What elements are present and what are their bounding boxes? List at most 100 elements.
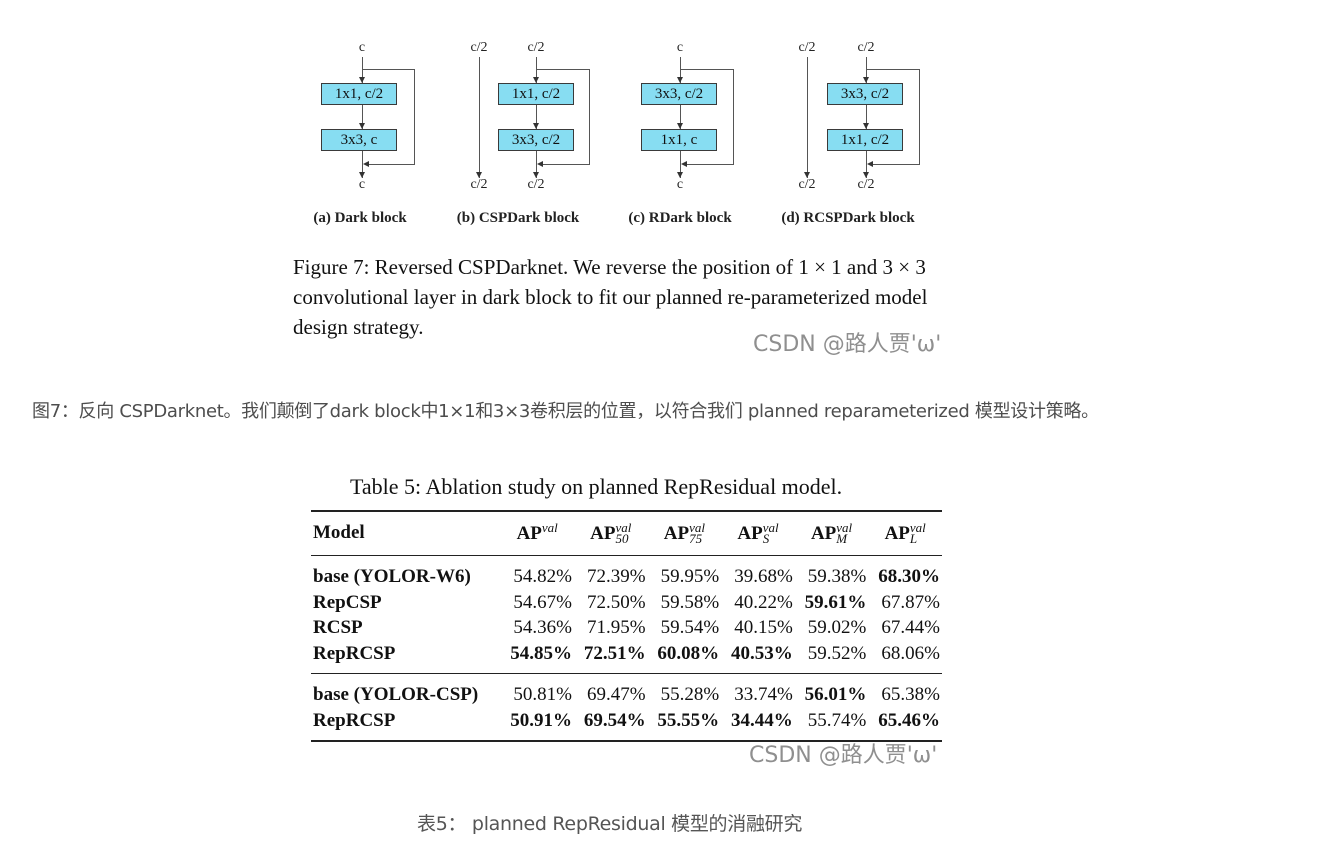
residual-line	[872, 164, 920, 165]
main-path-line	[680, 105, 681, 130]
ap-cell: 50.81%	[513, 684, 572, 706]
bypass-line	[807, 57, 808, 178]
input-label: c/2	[527, 40, 545, 55]
main-path-line	[362, 151, 363, 178]
apl-cell: 67.44%	[881, 617, 940, 639]
main-path-line	[866, 151, 867, 178]
residual-line	[680, 69, 734, 70]
ap75-cell: 55.28%	[660, 684, 720, 706]
table-row: base (YOLOR-CSP) 50.81% 69.47% 55.28% 33…	[311, 673, 942, 708]
ap50-cell: 72.51%	[583, 642, 646, 664]
block-caption: (c) RDark block	[628, 210, 732, 226]
apm-cell: 55.74%	[807, 709, 867, 731]
block-caption: (a) Dark block	[313, 210, 407, 226]
apl-cell: 68.30%	[878, 566, 940, 588]
figure-7-caption: Figure 7: Reversed CSPDarknet. We revers…	[293, 255, 928, 339]
model-cell: RCSP	[313, 617, 363, 639]
residual-line	[866, 69, 920, 70]
model-cell: RepRCSP	[313, 709, 396, 731]
ap50-cell: 71.95%	[587, 617, 646, 639]
ap50-cell: 69.47%	[587, 684, 646, 706]
main-path-line	[362, 105, 363, 130]
apm-cell: 59.52%	[807, 642, 867, 664]
main-path-line	[680, 151, 681, 178]
arrow-down-icon	[359, 77, 365, 83]
ap75-cell: 60.08%	[657, 642, 720, 664]
ap75-cell: 59.54%	[660, 617, 720, 639]
table-row: RCSP 54.36% 71.95% 59.54% 40.15% 59.02% …	[311, 616, 942, 642]
output-label: c/2	[527, 177, 545, 192]
arrow-down-icon	[677, 77, 683, 83]
ap75-cell: 59.58%	[660, 591, 720, 613]
table-row: base (YOLOR-W6) 54.82% 72.39% 59.95% 39.…	[311, 555, 942, 590]
apl-cell: 65.46%	[878, 709, 940, 731]
apm-cell: 59.38%	[807, 566, 867, 588]
arrow-down-icon	[359, 123, 365, 129]
main-path-line	[536, 105, 537, 130]
model-cell: RepCSP	[313, 591, 382, 613]
bypass-output-label: c/2	[470, 177, 488, 192]
conv-box-1: 3x3, c/2	[641, 83, 717, 105]
residual-line	[589, 69, 590, 165]
arrow-down-icon	[804, 172, 810, 178]
residual-line	[919, 69, 920, 165]
arrow-left-icon	[537, 161, 543, 167]
bypass-output-label: c/2	[798, 177, 816, 192]
table-5-translation: 表5： planned RepResidual 模型的消融研究	[417, 813, 803, 835]
residual-line	[414, 69, 415, 165]
conv-box-1: 1x1, c/2	[321, 83, 397, 105]
main-path-line	[536, 57, 537, 95]
ap-cell: 54.36%	[513, 617, 572, 639]
residual-line	[542, 164, 590, 165]
apl-cell: 68.06%	[881, 642, 940, 664]
residual-line	[733, 69, 734, 165]
column-header-apm: AP val M	[810, 519, 853, 546]
ablation-table: Model AP val AP val 50 AP val 75 AP val S AP val…	[311, 510, 942, 742]
column-header-ap: AP val	[516, 519, 558, 544]
watermark: CSDN @路人贾'ω'	[749, 743, 938, 768]
ap-cell: 50.91%	[510, 709, 572, 731]
block-caption: (b) CSPDark block	[456, 210, 580, 226]
column-header-aps: AP val S	[737, 519, 779, 546]
bypass-line	[479, 57, 480, 178]
conv-box-2: 3x3, c	[321, 129, 397, 151]
apm-cell: 56.01%	[804, 684, 867, 706]
apm-cell: 59.61%	[804, 591, 867, 613]
figure-7-translation: 图7：反向 CSPDarknet。我们颠倒了dark block中1×1和3×3…	[32, 401, 1099, 422]
model-cell: RepRCSP	[313, 642, 396, 664]
aps-cell: 33.74%	[734, 684, 793, 706]
residual-line	[368, 164, 415, 165]
bypass-input-label: c/2	[798, 40, 816, 55]
table-row: RepRCSP 54.85% 72.51% 60.08% 40.53% 59.5…	[311, 641, 942, 673]
arrow-down-icon	[863, 123, 869, 129]
output-label: c	[358, 177, 366, 192]
apl-cell: 67.87%	[881, 591, 940, 613]
conv-box-1: 3x3, c/2	[827, 83, 903, 105]
column-header-model: Model	[313, 522, 365, 544]
ap75-cell: 55.55%	[657, 709, 720, 731]
main-path-line	[866, 105, 867, 130]
aps-cell: 40.53%	[731, 642, 793, 664]
column-header-ap75: AP val 75	[663, 519, 705, 546]
ap-cell: 54.67%	[513, 591, 572, 613]
aps-cell: 40.22%	[734, 591, 793, 613]
ap-cell: 54.85%	[510, 642, 572, 664]
input-label: c	[676, 40, 684, 55]
aps-cell: 34.44%	[731, 709, 793, 731]
arrow-down-icon	[863, 172, 869, 178]
arrow-down-icon	[677, 172, 683, 178]
table-header-row: Model AP val AP val 50 AP val 75 AP val S AP val…	[311, 511, 942, 555]
arrow-down-icon	[476, 172, 482, 178]
ap50-cell: 69.54%	[583, 709, 646, 731]
main-path-line	[362, 57, 363, 95]
arrow-left-icon	[867, 161, 873, 167]
main-path-line	[866, 57, 867, 95]
output-label: c/2	[857, 177, 875, 192]
arrow-down-icon	[533, 77, 539, 83]
apm-cell: 59.02%	[807, 617, 867, 639]
arrow-left-icon	[681, 161, 687, 167]
output-label: c	[676, 177, 684, 192]
ap50-cell: 72.39%	[587, 566, 646, 588]
apl-cell: 65.38%	[881, 684, 940, 706]
column-header-apl: AP val L	[884, 519, 926, 546]
